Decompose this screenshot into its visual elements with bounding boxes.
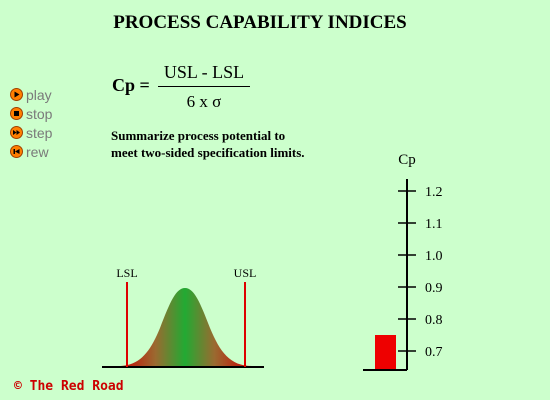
gauge-tick-label-5: 0.7 [425,345,443,360]
cp-value-bar [375,335,396,369]
description: Summarize process potential to meet two-… [111,128,305,160]
gauge-tick-label-4: 0.8 [425,313,443,328]
lsl-label: LSL [116,266,137,280]
distribution-diagram: LSL USL [102,266,264,368]
cp-gauge: Cp 1.2 1.1 1.0 0.9 0.8 0.7 [363,152,443,371]
page-title: PROCESS CAPABILITY INDICES [113,12,407,33]
gauge-tick-label-2: 1.0 [425,249,443,264]
gauge-tick-label-0: 1.2 [425,185,443,200]
rewind-button[interactable]: rew [10,142,52,161]
cp-formula: Cp = USL - LSL 6 x σ [112,62,252,116]
playback-controls: play stop step rew [10,85,52,161]
usl-label: USL [234,266,257,280]
rewind-label: rew [26,143,49,160]
gauge-tick-label-3: 0.9 [425,281,443,296]
formula-fraction-bar [158,86,250,87]
step-button[interactable]: step [10,123,52,142]
formula-denominator: 6 x σ [186,92,222,111]
step-label: step [26,124,53,141]
rewind-icon [10,145,23,158]
gauge-label: Cp [398,152,416,168]
play-button[interactable]: play [10,85,52,104]
play-label: play [26,86,52,103]
play-icon [10,88,23,101]
formula-lhs: Cp = [112,75,150,95]
stop-button[interactable]: stop [10,104,52,123]
distribution-curve [118,288,252,366]
gauge-tick-label-1: 1.1 [425,217,443,232]
formula-numerator: USL - LSL [163,62,245,82]
step-icon [10,126,23,139]
stop-icon [10,107,23,120]
copyright: © The Red Road [14,379,124,394]
stop-label: stop [26,105,53,122]
